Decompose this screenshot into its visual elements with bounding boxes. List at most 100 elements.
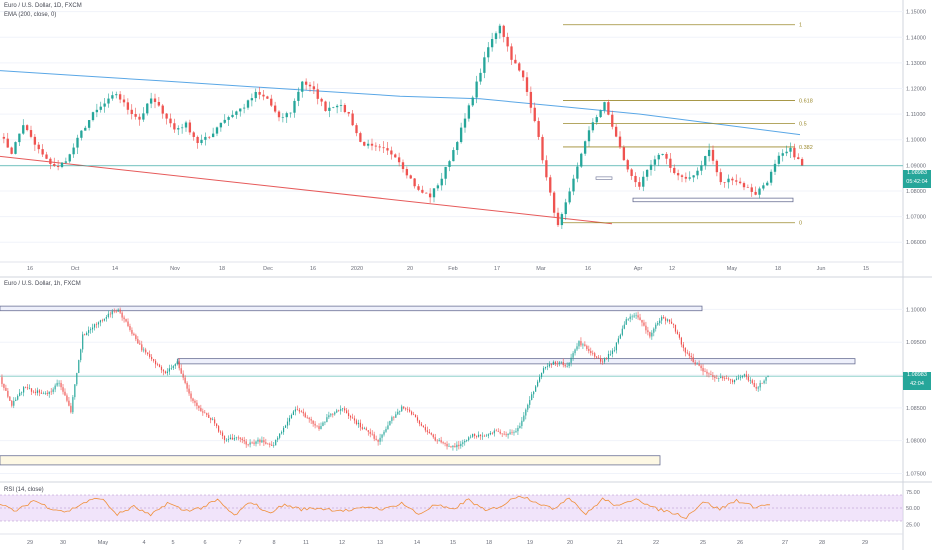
hourly-candle bbox=[477, 434, 480, 437]
hourly-candle bbox=[540, 372, 543, 378]
daily-candle bbox=[304, 81, 308, 85]
hourly-candle bbox=[316, 425, 318, 427]
hourly-candle bbox=[442, 442, 444, 444]
top-countdown-tag: 05:42:04 bbox=[903, 179, 931, 188]
hourly-candle bbox=[54, 385, 56, 390]
hourly-candle bbox=[196, 402, 198, 406]
hourly-candle bbox=[631, 316, 633, 318]
hourly-candle bbox=[667, 319, 669, 321]
hourly-candle bbox=[424, 427, 426, 431]
hourly-candle bbox=[698, 363, 700, 366]
resistance-zone bbox=[0, 305, 703, 312]
hourly-candle bbox=[186, 382, 188, 389]
hourly-candle bbox=[97, 322, 100, 325]
daily-candle bbox=[289, 112, 292, 114]
hourly-candle bbox=[737, 377, 740, 379]
price-axis-label: 1.07500 bbox=[906, 471, 926, 477]
hourly-candle bbox=[40, 392, 42, 394]
daily-candle bbox=[487, 47, 490, 58]
daily-candle bbox=[239, 108, 242, 112]
hourly-candle bbox=[139, 343, 141, 345]
hourly-candle bbox=[497, 431, 499, 432]
hourly-candle bbox=[684, 347, 686, 353]
daily-candle bbox=[146, 103, 149, 114]
hourly-candle bbox=[304, 413, 306, 418]
hourly-candle bbox=[653, 328, 655, 333]
hourly-candle bbox=[204, 412, 206, 414]
hourly-candle bbox=[202, 411, 204, 413]
time-axis-label: Mar bbox=[536, 266, 546, 272]
hourly-candle bbox=[34, 391, 37, 393]
hourly-candle bbox=[412, 414, 415, 416]
daily-candle bbox=[750, 187, 753, 192]
hourly-candle bbox=[645, 325, 647, 331]
hourly-candle bbox=[377, 439, 379, 442]
hourly-candle bbox=[117, 309, 119, 312]
price-axis-label: 1.09500 bbox=[906, 340, 926, 346]
daily-candle bbox=[409, 175, 412, 179]
daily-candle bbox=[118, 94, 122, 100]
time-axis-label: 30 bbox=[60, 540, 66, 546]
hourly-candle bbox=[300, 411, 302, 412]
hourly-candle bbox=[749, 380, 751, 381]
hourly-candle bbox=[198, 405, 200, 409]
daily-candle bbox=[502, 25, 505, 37]
hourly-candle bbox=[580, 341, 582, 346]
hourly-candle bbox=[143, 349, 145, 351]
hourly-candle bbox=[566, 366, 568, 367]
fib-level-label: 0.382 bbox=[799, 145, 813, 151]
hourly-candle bbox=[663, 317, 665, 319]
daily-candle bbox=[754, 191, 757, 195]
hourly-candle bbox=[375, 438, 377, 440]
daily-candle bbox=[564, 202, 567, 215]
daily-candle bbox=[514, 59, 517, 64]
daily-candle bbox=[731, 178, 734, 181]
hourly-candle bbox=[468, 437, 470, 441]
hourly-candle bbox=[509, 432, 511, 434]
daily-candle bbox=[219, 122, 223, 128]
hourly-candle bbox=[82, 334, 84, 350]
daily-candle bbox=[332, 107, 335, 108]
time-axis-label: 21 bbox=[617, 540, 623, 546]
time-axis-label: 27 bbox=[782, 540, 788, 546]
hourly-candle bbox=[544, 366, 547, 369]
daily-candle bbox=[49, 158, 52, 164]
hourly-candle bbox=[755, 386, 757, 389]
hourly-candle bbox=[407, 409, 409, 410]
hourly-candle bbox=[578, 341, 580, 347]
daily-candle bbox=[413, 178, 416, 187]
hourly-candle bbox=[170, 368, 172, 369]
hourly-candle bbox=[52, 389, 54, 392]
time-axis-label: 28 bbox=[819, 540, 825, 546]
daily-candle bbox=[549, 177, 552, 193]
hourly-candle bbox=[586, 345, 588, 349]
hourly-candle bbox=[700, 365, 702, 369]
hourly-candle bbox=[456, 444, 458, 448]
daily-candle bbox=[277, 111, 281, 118]
small-rectangle bbox=[595, 176, 613, 180]
hourly-candle bbox=[548, 364, 551, 367]
daily-candle bbox=[735, 180, 738, 182]
daily-candle bbox=[173, 123, 176, 130]
hourly-candle bbox=[223, 435, 226, 440]
price-axis-label: 1.14000 bbox=[906, 35, 926, 41]
daily-candle bbox=[661, 153, 664, 155]
hourly-candle bbox=[373, 434, 375, 439]
hourly-candle bbox=[607, 353, 610, 360]
hourly-candle bbox=[702, 368, 704, 372]
hourly-candle bbox=[438, 440, 440, 442]
time-axis-label: 6 bbox=[203, 540, 206, 546]
hourly-candle bbox=[338, 410, 340, 412]
hourly-candle bbox=[292, 411, 295, 415]
daily-candle bbox=[242, 107, 246, 109]
hourly-candle bbox=[454, 445, 456, 448]
time-axis-label: 20 bbox=[567, 540, 573, 546]
hourly-candle bbox=[153, 359, 155, 361]
hourly-candle bbox=[556, 363, 558, 365]
daily-candle bbox=[122, 99, 126, 103]
hourly-candle bbox=[682, 344, 684, 348]
hourly-candle bbox=[310, 419, 312, 421]
hourly-candle bbox=[440, 440, 442, 443]
hourly-candle bbox=[639, 317, 641, 321]
